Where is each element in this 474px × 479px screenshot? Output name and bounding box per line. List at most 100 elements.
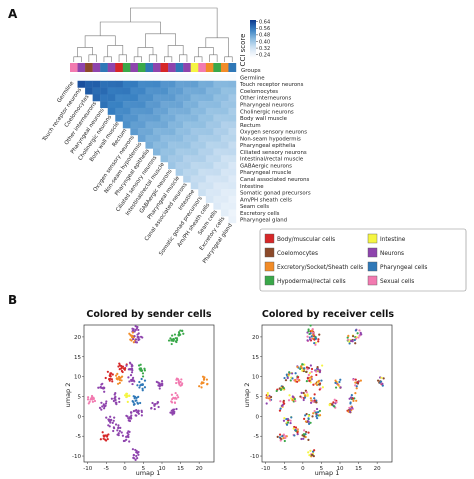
umap-point [140,377,143,381]
umap-point [316,368,320,371]
umap-point [348,342,351,345]
colorbar-tick-label: 0.40 [259,39,270,45]
group-strip-cell [122,63,131,72]
umap-point [172,338,176,341]
heat-cell [213,195,222,203]
heat-cell [153,80,161,88]
umap-point [282,386,285,390]
heat-cell [190,101,199,109]
umap-point [132,341,135,344]
y-tick-label: -10 [72,454,81,460]
umap-point [289,419,292,422]
heat-cell [190,175,199,183]
umap-point [127,435,130,439]
row-label: Intestine [240,184,264,190]
umap-point [103,405,106,408]
umap-point [173,333,177,336]
dendrogram-link [103,56,112,62]
heat-cell [183,114,191,122]
umap-point [113,416,116,419]
umap-point [313,393,316,396]
umap-point [352,399,355,403]
heat-cell [145,101,154,109]
umap-point [305,412,308,416]
umap-point [131,376,135,379]
y-tick-label: 10 [74,375,81,381]
umap-point [304,414,307,417]
heat-cell [137,87,146,95]
heat-cell [220,141,229,149]
heat-cell [92,74,101,81]
umap-point [291,399,294,402]
heat-cell [228,182,237,190]
umap-point [137,364,141,367]
umap-point [301,363,304,366]
heat-cell [137,80,146,88]
heat-cell [168,121,176,129]
row-label: Body wall muscle [240,116,288,122]
heat-cell [220,101,229,109]
heat-cell [198,87,207,95]
heat-cell [153,141,161,149]
umap-point [161,383,164,387]
heat-cell [175,80,184,88]
umap-point [115,401,118,404]
row-label: Seam cells [240,204,269,210]
heat-cell [198,107,207,115]
umap-point [305,391,308,394]
umap-point [354,329,357,332]
umap-point [382,377,385,380]
heat-cell [205,134,214,142]
row-label: Rectum [240,123,261,129]
dendrogram-link [179,54,188,62]
heat-cell [220,195,229,203]
dendrogram-link [118,54,127,62]
umap-point [137,335,140,339]
umap-point [201,375,205,378]
heat-cell [220,148,229,156]
umap-point [135,396,138,400]
colorbar-tick-label: 0.32 [259,46,270,52]
colorbar-tick-label: 0.56 [259,26,270,32]
umap-point [134,341,137,344]
umap-point [297,379,301,382]
group-strip-cell [160,63,169,72]
umap-sender-plot: -10 -5 0 5 10 15 20 -10 -5 0 5 10 15 20 [72,324,215,472]
heat-cell [92,87,101,95]
umap-point [136,457,139,460]
umap-point [101,431,104,434]
umap-point [318,414,322,417]
umap-point [132,395,135,398]
umap-point [182,332,185,335]
umap-point [102,437,105,440]
umap-point [141,372,145,375]
heat-cell [213,155,222,163]
umap-point [310,335,313,338]
heat-cell [85,74,93,81]
heat-cell [213,182,222,190]
row-label: Ciliated sensory neurons [240,150,307,156]
umap-point [278,409,282,412]
umap-point [120,431,123,434]
umap-point [156,400,159,404]
heat-cell [107,94,116,102]
heat-cell [130,87,139,95]
umap-point [311,400,315,403]
umap-point [294,399,297,403]
umap-point [284,379,288,382]
heat-cell [205,114,214,122]
dendrogram-link [148,54,158,62]
umap-point [308,332,311,336]
umap-point [176,394,179,397]
umap-point [351,397,355,400]
heat-cell [198,175,207,183]
heat-cell [137,94,146,102]
heat-cell [175,141,184,149]
umap-point [284,436,287,440]
heat-cell [228,162,237,170]
legend-swatch [264,247,275,258]
umap-point [279,400,282,403]
umap-point [281,404,284,407]
umap-point [118,362,121,365]
umap-point [87,402,90,405]
